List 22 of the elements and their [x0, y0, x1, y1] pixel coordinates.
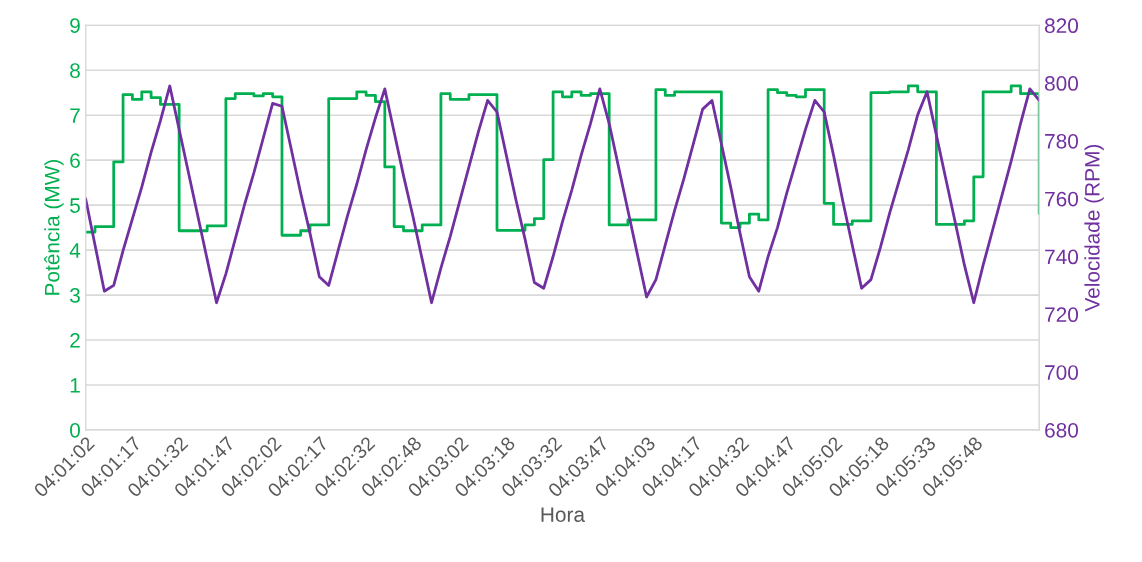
- y2-tick-label: 720: [1045, 307, 1079, 323]
- y2-tick-label: 800: [1044, 76, 1079, 91]
- x-axis-title: Hora: [541, 507, 586, 522]
- y2-tick-label: 820: [1044, 18, 1079, 34]
- y-tick-label: 7: [70, 108, 80, 123]
- y-tick-label: 4: [69, 243, 81, 258]
- y-tick-label: 9: [70, 18, 80, 34]
- y-tick-label: 1: [70, 378, 80, 393]
- y2-tick-label: 680: [1045, 422, 1079, 438]
- y-tick-label: 0: [70, 422, 80, 438]
- y-tick-label: 3: [70, 288, 80, 303]
- y-tick-label: 2: [70, 333, 80, 348]
- y2-tick-label: 700: [1045, 365, 1079, 380]
- y-tick-label: 8: [70, 63, 80, 78]
- line-series: [85, 84, 1040, 305]
- y2-tick-label: 760: [1045, 191, 1079, 207]
- y2-tick-label: 780: [1045, 133, 1079, 149]
- y-tick-label: 5: [70, 198, 80, 213]
- y-axis-title: Potência (MW): [44, 160, 64, 295]
- y-tick-label: 6: [70, 153, 80, 168]
- y2-axis-title: Velocidade (RPM): [1084, 144, 1104, 312]
- y2-tick-label: 740: [1045, 249, 1079, 265]
